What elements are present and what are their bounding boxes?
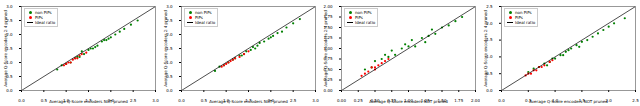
html-text:Ideal ratio: Ideal ratio bbox=[195, 20, 216, 25]
svg-text:0.5: 0.5 bbox=[201, 98, 208, 103]
svg-text:Average Q-Score encoders 2:4 p: Average Q-Score encoders 2:4 pruned bbox=[3, 10, 8, 87]
html-text:Ideal ratio: Ideal ratio bbox=[35, 20, 56, 25]
svg-text:1.0: 1.0 bbox=[166, 59, 173, 65]
html-text:non PiPs: non PiPs bbox=[35, 10, 52, 15]
svg-text:2.5: 2.5 bbox=[290, 98, 297, 103]
svg-text:2.00: 2.00 bbox=[471, 98, 480, 103]
svg-text:1.5: 1.5 bbox=[486, 37, 493, 43]
svg-text:0.0: 0.0 bbox=[178, 98, 185, 103]
svg-text:0.0: 0.0 bbox=[498, 98, 505, 103]
svg-text:0.5: 0.5 bbox=[486, 71, 493, 76]
svg-text:Average Q-Score encoders 2:4 p: Average Q-Score encoders 2:4 pruned bbox=[483, 10, 488, 87]
html-text:PiPs: PiPs bbox=[35, 15, 43, 20]
svg-text:2.5: 2.5 bbox=[166, 17, 173, 23]
svg-text:2.0: 2.0 bbox=[605, 98, 612, 104]
svg-text:2.00: 2.00 bbox=[324, 4, 333, 9]
html-text:PiPs: PiPs bbox=[195, 15, 203, 20]
svg-text:0.00: 0.00 bbox=[324, 88, 333, 93]
svg-text:0.5: 0.5 bbox=[6, 73, 13, 79]
svg-text:2.5: 2.5 bbox=[632, 98, 639, 103]
svg-text:0.0: 0.0 bbox=[486, 88, 493, 93]
svg-text:Average Q-Score encoders 2:4 p: Average Q-Score encoders 2:4 pruned bbox=[163, 10, 168, 87]
html-text:Ideal ratio: Ideal ratio bbox=[355, 20, 376, 25]
svg-text:Average Q-Score encoders NOT p: Average Q-Score encoders NOT pruned bbox=[369, 99, 448, 104]
svg-text:0.25: 0.25 bbox=[354, 98, 363, 103]
html-text:PiPs: PiPs bbox=[515, 15, 523, 20]
svg-text:1.0: 1.0 bbox=[6, 59, 13, 65]
svg-text:2.0: 2.0 bbox=[166, 31, 173, 37]
svg-text:2.0: 2.0 bbox=[486, 20, 493, 26]
svg-text:3.0: 3.0 bbox=[152, 98, 159, 103]
svg-text:1.5: 1.5 bbox=[166, 45, 173, 51]
svg-text:1.0: 1.0 bbox=[486, 54, 493, 60]
svg-text:0.0: 0.0 bbox=[166, 88, 173, 93]
html-text:non PiPs: non PiPs bbox=[195, 10, 212, 15]
html-text:non PiPs: non PiPs bbox=[355, 10, 372, 15]
html-text:non PiPs: non PiPs bbox=[515, 10, 532, 15]
svg-text:2.5: 2.5 bbox=[130, 98, 137, 103]
html-text:PiPs: PiPs bbox=[355, 15, 363, 20]
svg-text:2.5: 2.5 bbox=[6, 17, 13, 23]
svg-text:1.75: 1.75 bbox=[454, 98, 463, 103]
svg-text:0.0: 0.0 bbox=[18, 98, 25, 103]
svg-text:2.0: 2.0 bbox=[6, 31, 13, 37]
svg-text:3.0: 3.0 bbox=[166, 4, 173, 9]
svg-text:0.5: 0.5 bbox=[166, 73, 173, 79]
svg-text:2.5: 2.5 bbox=[486, 4, 493, 9]
svg-text:0.5: 0.5 bbox=[41, 98, 48, 103]
svg-text:Average Q-Score encoders NOT p: Average Q-Score encoders NOT pruned bbox=[529, 99, 608, 104]
svg-text:Average Q-Score encoders 2:4 p: Average Q-Score encoders 2:4 pruned bbox=[323, 10, 328, 87]
html-text:Ideal ratio: Ideal ratio bbox=[515, 20, 536, 25]
svg-text:3.0: 3.0 bbox=[312, 98, 319, 103]
svg-text:1.5: 1.5 bbox=[6, 45, 13, 51]
svg-text:0.00: 0.00 bbox=[337, 98, 346, 103]
svg-text:0.0: 0.0 bbox=[6, 88, 13, 93]
svg-text:Average Q-Score encoders NOT p: Average Q-Score encoders NOT pruned bbox=[209, 99, 288, 104]
svg-text:3.0: 3.0 bbox=[6, 4, 13, 9]
svg-text:Average Q-Score encoders NOT p: Average Q-Score encoders NOT pruned bbox=[49, 99, 128, 104]
